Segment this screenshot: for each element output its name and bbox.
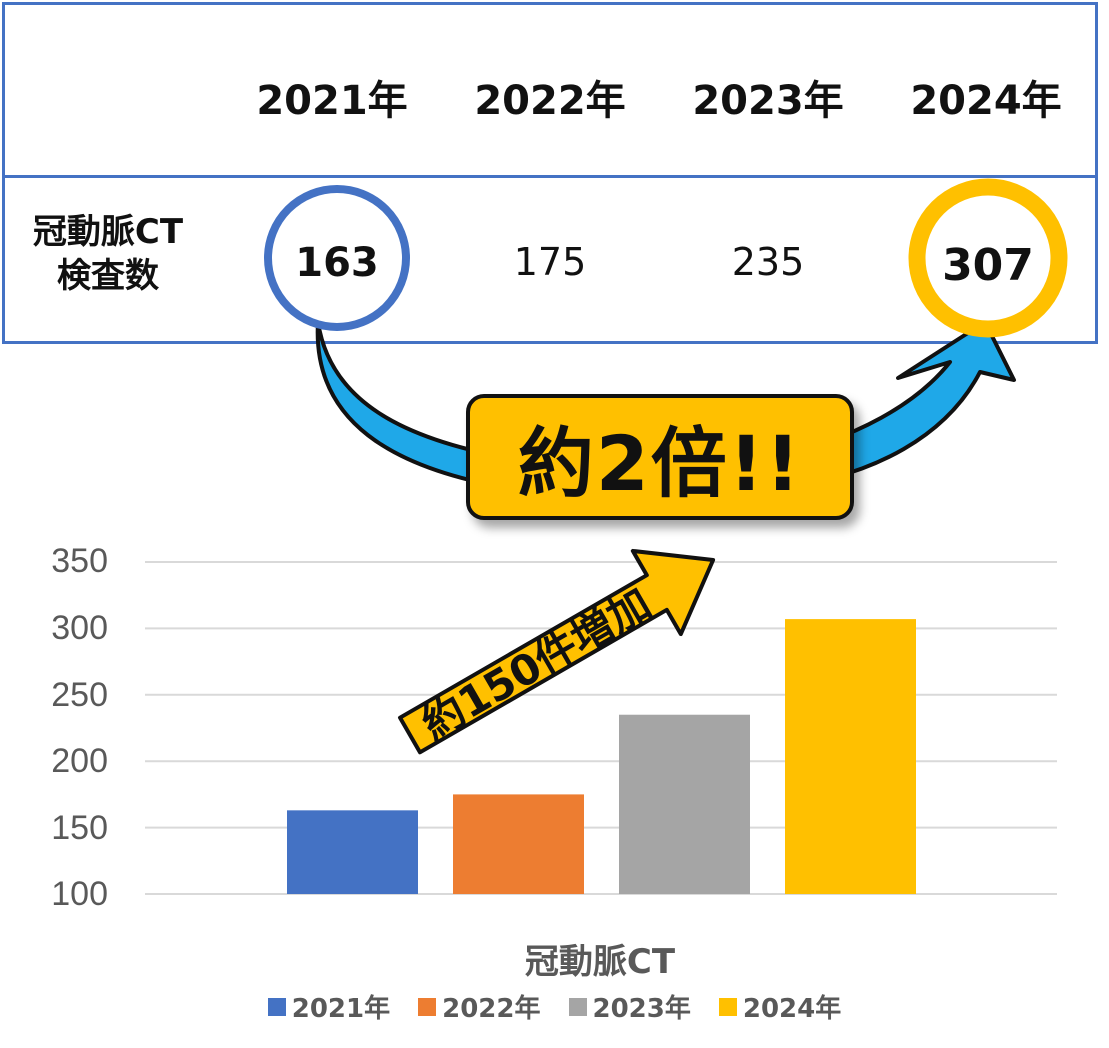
row-label-line2: 検査数: [57, 256, 159, 296]
legend-item-2022: 2022年: [418, 988, 541, 1025]
table-divider: [5, 175, 1095, 178]
bar-3: [785, 619, 916, 894]
legend-item-2024: 2024年: [718, 988, 842, 1025]
value-2021: 163: [295, 240, 379, 286]
bars: [287, 619, 916, 894]
header-2021: 2021年: [256, 78, 408, 124]
legend-swatch: [718, 997, 737, 1016]
x-axis-label: 冠動脈CT: [524, 942, 676, 982]
bar-0: [287, 810, 418, 894]
header-2024: 2024年: [910, 78, 1062, 124]
legend-label: 2023年: [592, 994, 691, 1024]
y-tick-350: 350: [51, 542, 108, 580]
legend-swatch: [418, 997, 437, 1016]
bar-2: [619, 714, 750, 894]
value-2024: 307: [942, 240, 1034, 291]
y-tick-250: 250: [51, 676, 108, 714]
data-table: [2, 2, 1098, 344]
legend-label: 2021年: [291, 994, 391, 1024]
legend: 2021年 2022年 2023年 2024年: [0, 988, 1109, 1025]
highlight-ring-2021: [264, 185, 410, 331]
legend-item-2023: 2023年: [568, 988, 691, 1025]
row-label: 冠動脈CT 検査数: [8, 210, 208, 298]
value-2023: 235: [731, 240, 805, 284]
legend-label: 2022年: [442, 994, 541, 1024]
legend-swatch: [568, 997, 587, 1016]
bar-1: [453, 794, 584, 894]
value-2022: 175: [513, 240, 587, 284]
highlight-ring-2024: [908, 178, 1068, 338]
legend-swatch: [267, 997, 286, 1016]
y-tick-100: 100: [51, 875, 108, 913]
legend-item-2021: 2021年: [267, 988, 391, 1025]
y-tick-200: 200: [51, 742, 108, 780]
row-label-line1: 冠動脈CT: [32, 212, 184, 252]
legend-label: 2024年: [742, 994, 842, 1024]
y-tick-150: 150: [51, 809, 108, 847]
header-2022: 2022年: [474, 78, 626, 124]
header-2023: 2023年: [692, 78, 844, 124]
y-tick-300: 300: [51, 609, 108, 647]
double-callout: 約2倍!!: [466, 394, 854, 520]
